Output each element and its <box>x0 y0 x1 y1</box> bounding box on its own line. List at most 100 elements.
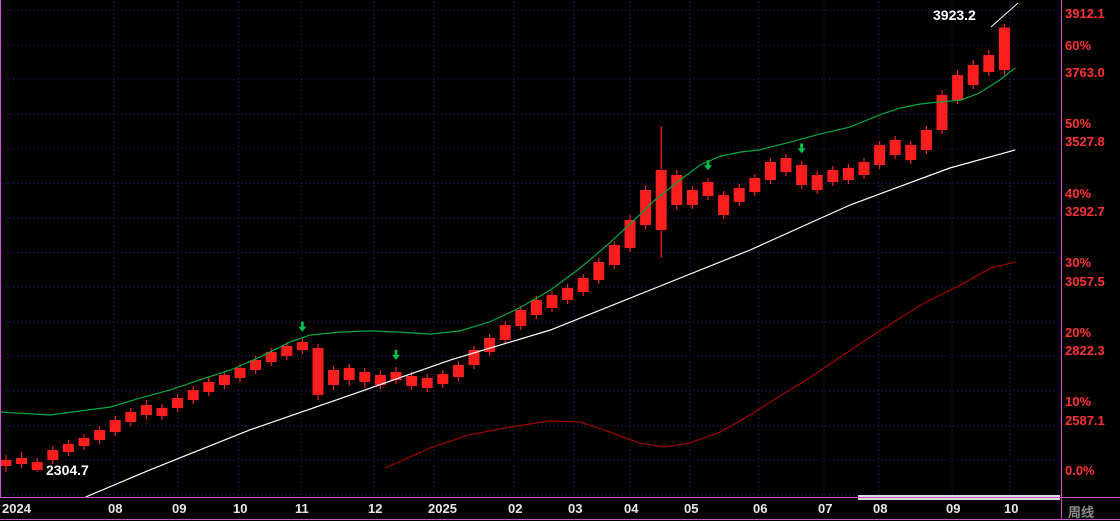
ma-line-mid-white <box>85 149 1016 497</box>
candle-body[interactable] <box>94 430 106 440</box>
candle-body[interactable] <box>250 360 262 370</box>
candle-body[interactable] <box>312 348 324 395</box>
candle-body[interactable] <box>842 168 854 180</box>
candle-body[interactable] <box>749 178 761 192</box>
candle-body[interactable] <box>16 458 28 464</box>
price-percent-axis: 3912.1 60% 3763.0 50% 3527.8 40% 3292.7 30% 3057… <box>1062 0 1120 497</box>
axis-separator-line <box>1061 0 1062 519</box>
candle-body[interactable] <box>515 310 527 326</box>
candle-body[interactable] <box>499 325 511 340</box>
time-axis-label: 08 <box>108 501 123 516</box>
annotation-low-price: 2304.7 <box>46 462 89 478</box>
candle-body[interactable] <box>671 175 683 205</box>
percent-axis-label: 60% <box>1065 38 1092 53</box>
down-arrow-marker <box>298 321 307 332</box>
candle-body[interactable] <box>328 370 340 385</box>
candle-body[interactable] <box>718 195 730 215</box>
candle-body[interactable] <box>265 352 277 362</box>
candle-body[interactable] <box>874 145 886 165</box>
candle-body[interactable] <box>967 65 979 85</box>
candle-body[interactable] <box>172 398 184 408</box>
candle-body[interactable] <box>920 130 932 150</box>
percent-axis-label: 20% <box>1065 325 1092 340</box>
candle-body[interactable] <box>156 408 168 416</box>
candle-body[interactable] <box>702 182 714 196</box>
candle-body[interactable] <box>390 372 402 380</box>
candle-body[interactable] <box>47 450 59 460</box>
time-axis-label: 02 <box>508 501 523 516</box>
candle-body[interactable] <box>109 420 121 432</box>
window-bottom-border <box>0 519 1120 520</box>
candle-body[interactable] <box>0 460 12 466</box>
timeframe-label: 周线 <box>1068 505 1095 520</box>
percent-axis-label: 10% <box>1065 394 1092 409</box>
candle-body[interactable] <box>608 245 620 265</box>
candle-body[interactable] <box>530 300 542 315</box>
time-axis-label: 2024 <box>2 501 31 516</box>
candle-body[interactable] <box>764 162 776 180</box>
time-axis-label: 11 <box>295 501 309 516</box>
candle-body[interactable] <box>484 338 496 352</box>
candle-body[interactable] <box>234 368 246 378</box>
candle-body[interactable] <box>827 170 839 182</box>
price-axis-label: 3057.5 <box>1065 274 1105 289</box>
candle-body[interactable] <box>78 438 90 446</box>
candle-body[interactable] <box>31 462 43 470</box>
candle-body[interactable] <box>374 375 386 385</box>
candle-body[interactable] <box>780 158 792 172</box>
plot-left-border <box>0 0 1 497</box>
time-axis-label: 07 <box>818 501 833 516</box>
price-axis-label: 3292.7 <box>1065 204 1105 219</box>
candle-body[interactable] <box>296 342 308 350</box>
candle-body[interactable] <box>686 190 698 205</box>
candle-body[interactable] <box>62 444 74 452</box>
candle-body[interactable] <box>359 372 371 382</box>
candle-body[interactable] <box>998 27 1010 71</box>
candle-body[interactable] <box>437 374 449 384</box>
ma-line-short-green <box>0 67 1016 416</box>
candle-body[interactable] <box>452 365 464 377</box>
candle-body[interactable] <box>562 288 574 300</box>
candle-body[interactable] <box>640 190 652 225</box>
price-axis-label: 2822.3 <box>1065 343 1105 358</box>
percent-axis-label: 0.0% <box>1065 463 1095 478</box>
candle-body[interactable] <box>140 405 152 415</box>
candle-body[interactable] <box>468 350 480 365</box>
candle-body[interactable] <box>203 382 215 392</box>
candle-body[interactable] <box>936 95 948 130</box>
candle-body[interactable] <box>421 378 433 388</box>
time-axis-label: 12 <box>368 501 383 516</box>
candle-body[interactable] <box>343 368 355 380</box>
candle-body[interactable] <box>905 145 917 160</box>
down-arrow-marker <box>704 160 712 171</box>
candle-body[interactable] <box>796 165 808 185</box>
candle-body[interactable] <box>187 390 199 400</box>
time-axis-label: 10 <box>1004 501 1019 516</box>
time-axis-label: 06 <box>753 501 768 516</box>
candle-body[interactable] <box>624 220 636 248</box>
candle-body[interactable] <box>218 375 230 385</box>
price-axis-label: 3763.0 <box>1065 65 1105 80</box>
candle-body[interactable] <box>889 140 901 155</box>
candle-body[interactable] <box>577 278 589 292</box>
plot-area[interactable]: 3923.2 2304.7 <box>0 0 1062 497</box>
candle-body[interactable] <box>593 262 605 280</box>
candle-body[interactable] <box>281 346 293 356</box>
candle-body[interactable] <box>406 376 418 386</box>
candle-body[interactable] <box>811 175 823 190</box>
chart-canvas <box>0 2 1060 497</box>
candle-body[interactable] <box>655 170 667 230</box>
percent-axis-label: 50% <box>1065 116 1092 131</box>
price-axis-label: 3912.1 <box>1065 6 1105 21</box>
percent-axis-label: 30% <box>1065 255 1092 270</box>
candle-body[interactable] <box>125 412 137 422</box>
candle-body[interactable] <box>858 162 870 175</box>
high-pointer-line <box>990 2 1019 28</box>
candle-body[interactable] <box>733 188 745 202</box>
candle-body[interactable] <box>546 295 558 308</box>
candle-body[interactable] <box>952 75 964 100</box>
time-axis-label: 03 <box>568 501 583 516</box>
candle-body[interactable] <box>983 55 995 72</box>
price-axis-label: 3527.8 <box>1065 134 1105 149</box>
time-axis-label: 09 <box>946 501 961 516</box>
